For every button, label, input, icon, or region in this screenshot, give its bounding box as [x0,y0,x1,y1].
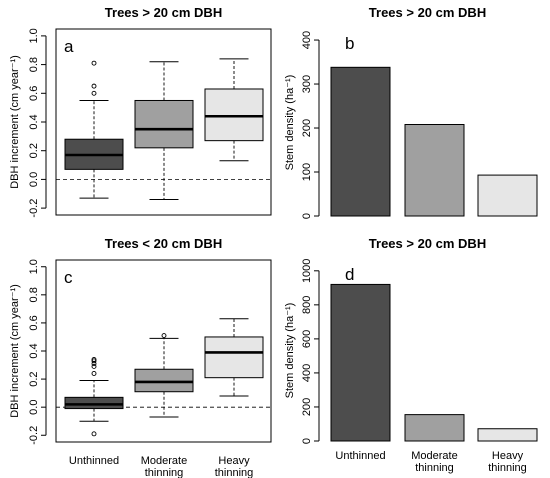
y-axis-label: DBH increment (cm year⁻¹) [9,55,21,189]
y-tick-label: 0 [301,438,313,444]
bar-1 [404,414,465,442]
panel-c: Trees < 20 cm DBH -0.2 0.0 0.2 0.4 0.6 0.8 1.0 D… [9,236,272,478]
y-axis-label: Stem density (ha⁻¹) [284,75,296,171]
x-category-label: thinning [488,462,527,474]
plot-frame [55,28,272,216]
x-category-label: Unthinned [69,455,119,467]
x-category-label: Heavy [218,455,250,467]
outlier-point [91,431,97,437]
y-tick-label: 1000 [301,259,313,283]
x-category-label: Unthinned [335,450,385,462]
y-tick-label: 200 [301,398,313,416]
panel-title: Trees > 20 cm DBH [105,5,222,20]
bar-1 [404,124,465,217]
y-tick-label: 0.6 [28,315,40,330]
bar-0 [330,66,391,217]
bar-2 [477,174,538,217]
boxplot-2 [204,318,264,397]
y-tick-label: 0.8 [28,57,40,72]
panel-letter: b [345,34,354,53]
y-tick-label: 0.6 [28,86,40,101]
y-tick-label: 400 [301,31,313,49]
outlier-point [91,363,97,369]
y-tick-label: -0.2 [28,199,40,218]
plot-frame [55,259,272,443]
boxplot-1 [134,333,194,418]
panel-title: Trees > 20 cm DBH [369,5,486,20]
panel-a: Trees > 20 cm DBH -0.2 0.0 0.2 0.4 0.6 0.8 1.0 D… [9,5,272,218]
panel-letter: a [64,37,74,56]
y-tick-label: 200 [301,119,313,137]
y-axis-label: Stem density (ha⁻¹) [284,303,296,399]
y-tick-label: 0.2 [28,143,40,158]
boxplot-1 [134,61,194,200]
y-tick-label: 800 [301,296,313,314]
y-tick-label: 0.4 [28,343,40,358]
y-tick-label: 100 [301,163,313,181]
iqr-box [64,396,124,410]
outlier-point [91,90,97,96]
y-tick-label: -0.2 [28,426,40,445]
x-category-label: Moderate [141,455,187,467]
y-tick-label: 0.4 [28,114,40,129]
outlier-point [91,83,97,89]
y-tick-label: 1.0 [28,259,40,274]
boxplot-0 [64,356,124,437]
panel-d: Trees > 20 cm DBH 0 200 400 600 800 1000 Stem d… [284,236,538,474]
outlier-point [91,371,97,376]
iqr-box [204,336,264,379]
x-category-label: thinning [215,467,254,478]
iqr-box [134,368,194,393]
y-tick-label: 0.8 [28,287,40,302]
outlier-point [161,333,167,339]
panel-b: Trees > 20 cm DBH 0 100 200 300 400 Stem densi… [284,5,538,219]
panel-letter: d [345,265,354,284]
panel-letter: c [64,268,73,287]
x-category-label: Moderate [411,450,457,462]
y-tick-label: 600 [301,330,313,348]
boxplot-0 [64,60,124,199]
panel-title: Trees < 20 cm DBH [105,236,222,251]
x-category-label: Heavy [492,450,524,462]
x-category-label: thinning [415,462,454,474]
panel-title: Trees > 20 cm DBH [369,236,486,251]
y-tick-label: 1.0 [28,28,40,43]
iqr-box [134,99,194,149]
bar-2 [477,428,538,442]
bar-0 [330,283,391,442]
y-tick-label: 0.0 [28,172,40,187]
outlier-point [91,60,97,66]
y-tick-label: 0.2 [28,371,40,386]
y-tick-label: 0 [301,213,313,219]
y-axis-label: DBH increment (cm year⁻¹) [9,284,21,418]
y-tick-label: 400 [301,364,313,382]
x-category-label: thinning [145,467,184,478]
boxplot-2 [204,58,264,162]
outlier-point [91,356,97,362]
iqr-box [204,88,264,142]
y-tick-label: 300 [301,75,313,93]
y-tick-label: 0.0 [28,400,40,415]
